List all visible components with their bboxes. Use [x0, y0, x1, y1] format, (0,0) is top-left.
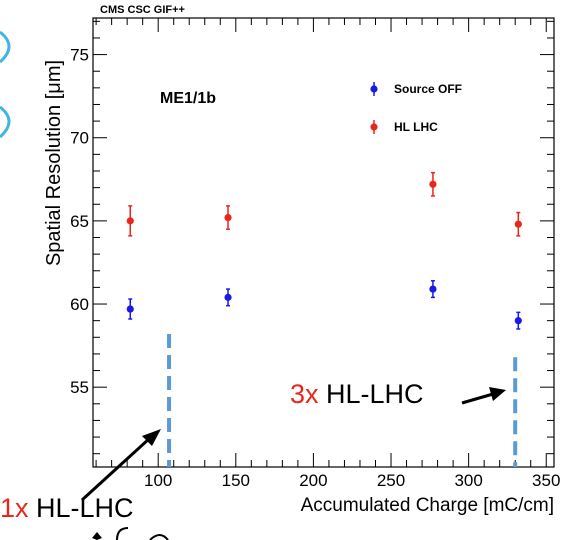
annotation-1x-label: HL-LHC: [28, 493, 134, 523]
annotation-3x-multiplier: 3x: [290, 379, 319, 409]
data-point: [514, 220, 522, 228]
data-point: [224, 293, 232, 301]
data-points: [126, 171, 522, 330]
y-tick-label: 65: [70, 212, 89, 231]
x-tick-label: 250: [377, 471, 405, 490]
annotation-3x-label: HL-LHC: [318, 379, 424, 409]
y-tick-label: 60: [70, 295, 89, 314]
plot-frame: [92, 17, 555, 468]
cropped-text-fragment: [116, 527, 169, 540]
data-point: [126, 217, 134, 225]
y-axis: 55 60 65 70 75: [70, 20, 554, 455]
chart-header: CMS CSC GIF++: [100, 4, 185, 16]
data-point: [429, 180, 437, 188]
annotation-1x-hl-lhc: 1x HL-LHC: [0, 493, 134, 524]
x-tick-label: 150: [222, 471, 250, 490]
data-point: [514, 317, 522, 325]
legend-marker: [370, 85, 378, 93]
legend: Source OFF HL LHC: [370, 82, 462, 134]
data-point: [224, 213, 232, 222]
arrow-3x-shaft: [461, 392, 494, 405]
annotation-3x-hl-lhc: 3x HL-LHC: [290, 379, 424, 410]
reference-lines: [167, 333, 518, 467]
y-axis-label: Spatial Resolution [μm]: [43, 60, 65, 266]
x-tick-label: 200: [299, 471, 327, 490]
slide-decoration-arc-bottom: [0, 105, 11, 139]
data-point: [429, 285, 437, 293]
plot-label: ME1/1b: [160, 90, 216, 107]
y-tick-label: 55: [70, 378, 89, 397]
annotation-1x-multiplier: 1x: [0, 493, 29, 523]
data-point: [126, 305, 134, 313]
x-axis: 100 150 200 250 300 350: [95, 18, 560, 490]
legend-marker: [370, 123, 378, 131]
arrow-3x-head: [489, 387, 506, 401]
x-tick-label: 300: [454, 471, 482, 490]
legend-label: Source OFF: [394, 82, 462, 96]
slide-decoration-arc-top: [0, 30, 11, 64]
y-tick-label: 70: [70, 129, 89, 148]
y-tick-label: 75: [70, 46, 89, 65]
cropped-diamond-shape: [92, 532, 102, 540]
arrow-1x-head: [142, 429, 161, 446]
legend-label: HL LHC: [394, 120, 438, 134]
arrow-1x-shaft: [80, 436, 152, 502]
x-axis-label: Accumulated Charge [mC/cm]: [301, 495, 554, 516]
x-tick-label: 100: [144, 471, 172, 490]
x-tick-label: 350: [532, 471, 560, 490]
